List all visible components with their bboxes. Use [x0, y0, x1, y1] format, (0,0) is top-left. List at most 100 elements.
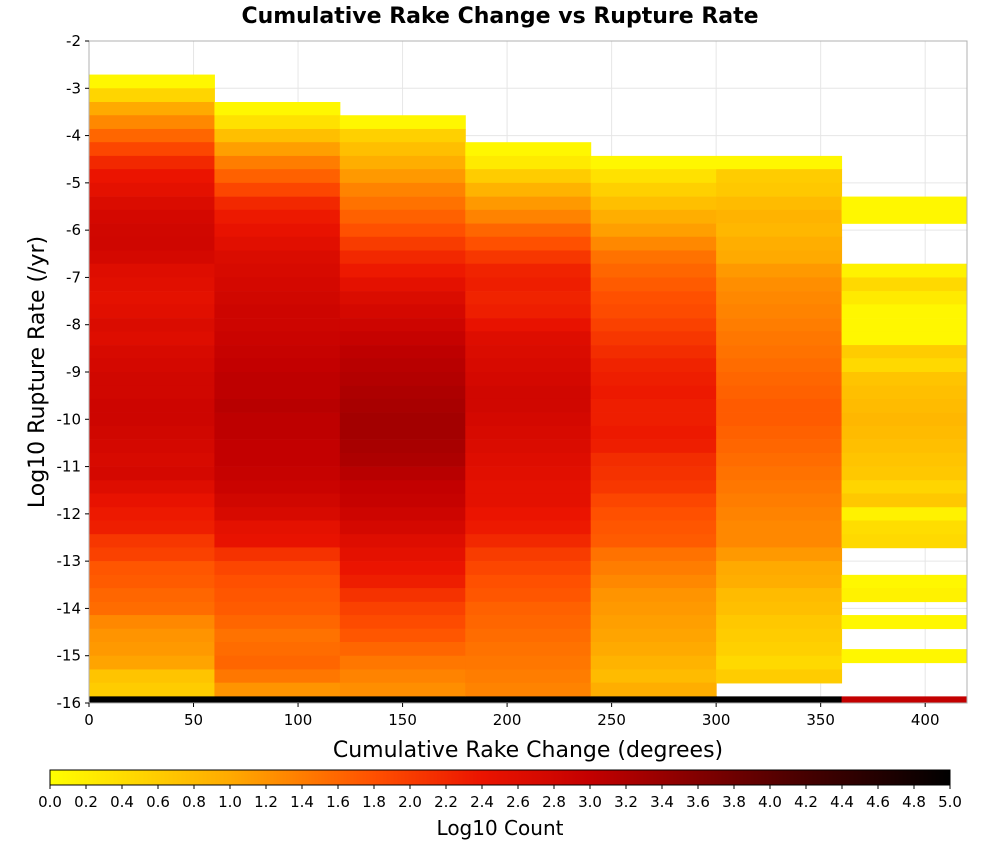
heatmap-cell — [590, 169, 717, 184]
heatmap-cell — [214, 236, 341, 251]
heatmap-cell — [89, 318, 215, 333]
heatmap-cell — [214, 439, 341, 454]
colorbar-tick-label: 2.8 — [542, 793, 566, 811]
heatmap-cell — [339, 236, 466, 251]
x-tick-label: 150 — [388, 711, 417, 729]
heatmap-cell — [590, 534, 717, 549]
x-axis-ticks: 0 50 100 150 200 250 300 350 400 — [84, 703, 940, 729]
heatmap-cell — [214, 101, 341, 117]
colorbar-tick-label: 2.4 — [470, 793, 494, 811]
heatmap-cell — [89, 209, 215, 224]
heatmap-cell — [590, 452, 717, 467]
heatmap-cells — [89, 74, 968, 704]
colorbar-ticks: 0.0 0.2 0.4 0.6 0.8 1.0 1.2 1.4 1.6 1.8 2.0 2.2 2.4 2… — [38, 785, 962, 811]
heatmap-cell — [339, 209, 466, 224]
heatmap-cell — [89, 277, 215, 292]
heatmap-cell — [465, 318, 592, 333]
heatmap-cell — [716, 250, 843, 265]
heatmap-cell — [339, 628, 466, 643]
heatmap-cell — [339, 142, 466, 157]
heatmap-cell — [465, 628, 592, 643]
heatmap-cell — [339, 223, 466, 238]
heatmap-cell — [716, 547, 843, 562]
heatmap-cell — [590, 696, 717, 704]
colorbar — [49, 769, 951, 786]
heatmap-cell — [465, 480, 592, 495]
heatmap-cell — [841, 480, 968, 495]
heatmap-cell — [465, 547, 592, 562]
heatmap-cell — [841, 696, 968, 704]
heatmap-cell — [841, 209, 968, 224]
colorbar-tick-label: 0.0 — [38, 793, 62, 811]
heatmap-cell — [339, 669, 466, 684]
heatmap-cell — [89, 155, 215, 170]
heatmap-cell — [339, 115, 466, 130]
heatmap-cell — [590, 223, 717, 238]
heatmap-cell — [339, 480, 466, 495]
heatmap-cell — [214, 480, 341, 495]
heatmap-cell — [716, 439, 843, 454]
heatmap-cell — [339, 291, 466, 306]
heatmap-cell — [590, 412, 717, 427]
heatmap-cell — [841, 425, 968, 440]
heatmap-cell — [465, 574, 592, 589]
heatmap-cell — [89, 655, 215, 670]
y-tick-label: -12 — [57, 505, 82, 523]
y-tick-label: -13 — [57, 552, 82, 570]
heatmap-cell — [339, 372, 466, 387]
heatmap-cell — [89, 398, 215, 413]
heatmap-cell — [214, 196, 341, 211]
heatmap-cell — [89, 601, 215, 616]
x-tick-label: 200 — [493, 711, 522, 729]
heatmap-cell — [214, 372, 341, 387]
heatmap-cell — [89, 615, 215, 630]
heatmap-cell — [89, 236, 215, 251]
heatmap-cell — [465, 493, 592, 508]
heatmap-cell — [339, 398, 466, 413]
heatmap-cell — [465, 655, 592, 670]
heatmap-cell — [214, 277, 341, 292]
heatmap-cell — [841, 372, 968, 387]
heatmap-cell — [89, 520, 215, 535]
heatmap-cell — [716, 236, 843, 251]
heatmap-cell — [716, 263, 843, 278]
heatmap-cell — [89, 439, 215, 454]
heatmap-cell — [716, 412, 843, 427]
heatmap-cell — [89, 142, 215, 157]
heatmap-cell — [89, 74, 215, 89]
heatmap-cell — [590, 304, 717, 319]
colorbar-tick-label: 3.8 — [722, 793, 746, 811]
heatmap-cell — [716, 169, 843, 184]
heatmap-cell — [89, 115, 215, 130]
heatmap-cell — [89, 574, 215, 589]
heatmap-cell — [89, 358, 215, 373]
heatmap-cell — [590, 425, 717, 440]
heatmap-cell — [465, 236, 592, 251]
heatmap-cell — [214, 142, 341, 157]
heatmap-cell — [841, 398, 968, 413]
colorbar-tick-label: 0.8 — [182, 793, 206, 811]
heatmap-cell — [339, 155, 466, 170]
heatmap-cell — [465, 196, 592, 211]
heatmap-cell — [339, 128, 466, 143]
heatmap-cell — [590, 561, 717, 576]
heatmap-cell — [214, 169, 341, 184]
heatmap-cell — [339, 682, 466, 697]
heatmap-cell — [841, 574, 968, 589]
heatmap-cell — [89, 372, 215, 387]
heatmap-cell — [716, 425, 843, 440]
y-tick-label: -11 — [57, 458, 82, 476]
heatmap-cell — [465, 669, 592, 684]
y-tick-label: -9 — [66, 363, 81, 381]
heatmap-cell — [214, 493, 341, 508]
heatmap-cell — [590, 263, 717, 278]
heatmap-cell — [716, 196, 843, 211]
heatmap-cell — [214, 291, 341, 306]
heatmap-cell — [841, 358, 968, 373]
heatmap-cell — [465, 345, 592, 360]
y-tick-label: -5 — [66, 174, 81, 192]
heatmap-cell — [465, 642, 592, 657]
heatmap-cell — [716, 588, 843, 603]
heatmap-cell — [590, 385, 717, 400]
colorbar-tick-label: 1.4 — [290, 793, 314, 811]
